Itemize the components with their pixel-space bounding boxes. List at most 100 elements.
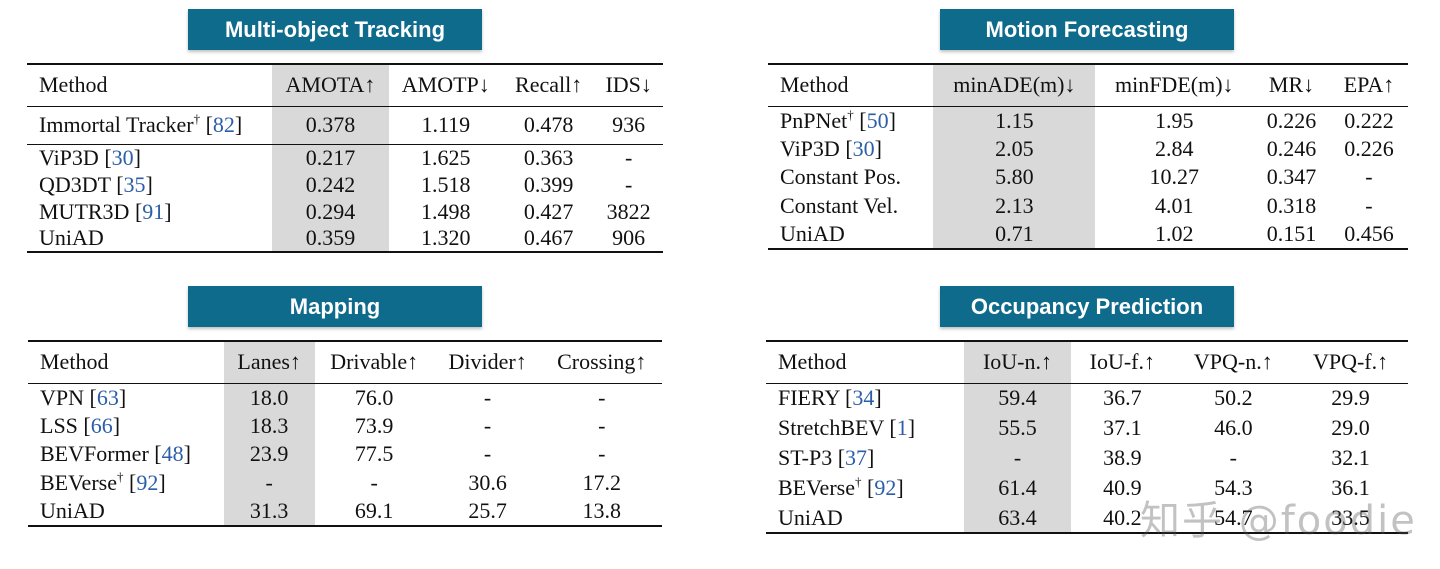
citation-link[interactable]: 37	[845, 445, 868, 470]
value-cell: -	[223, 468, 315, 497]
value-cell: -	[625, 171, 633, 197]
table-row: PnPNet† [50] 1.15 1.95 0.226 0.222	[768, 106, 1408, 135]
table-row: ViP3D [30] 0.217 1.625 0.363 -	[27, 144, 663, 171]
value-cell: 1.320	[421, 225, 471, 250]
mapping-table: Method Lanes↑ Drivable↑ Divider↑ Crossing↑ VP…	[28, 340, 662, 527]
method-cell: LSS [66]	[40, 412, 121, 438]
value-cell: 0.71	[933, 220, 1096, 249]
value-cell: 1.119	[421, 112, 471, 137]
value-cell: -	[625, 144, 633, 170]
citation-link[interactable]: 50	[866, 107, 889, 133]
method-name: ST-P3	[778, 445, 833, 470]
mapping-title: Mapping	[289, 293, 381, 319]
citation-link[interactable]: 66	[90, 412, 113, 438]
column-header: VPQ-n.↑	[1193, 349, 1273, 375]
method-cell: StretchBEV [1]	[778, 415, 916, 440]
citation-link[interactable]: 30	[852, 135, 875, 161]
value-cell: 36.1	[1331, 475, 1370, 500]
column-header: VPQ-f.↑	[1312, 349, 1389, 375]
method-name: StretchBEV	[778, 415, 884, 440]
value-cell: 0.246	[1266, 135, 1317, 161]
value-cell: 1.518	[421, 171, 471, 197]
citation-link[interactable]: 35	[123, 171, 146, 197]
value-cell: 36.7	[1103, 385, 1142, 411]
value-cell: 0.399	[523, 171, 574, 197]
method-cell: UniAD	[768, 220, 933, 249]
column-header: Recall↑	[515, 72, 583, 98]
method-cell: VPN [63]	[40, 384, 127, 410]
value-cell: -	[598, 384, 606, 410]
value-cell: 3822	[606, 198, 651, 224]
column-header: minFDE(m)↓	[1114, 72, 1234, 98]
value-cell: 0.226	[1266, 107, 1317, 133]
value-cell: 33.5	[1331, 504, 1370, 530]
forecasting-table: Method minADE(m)↓ minFDE(m)↓ MR↓ EPA↑ PnPNet†…	[768, 63, 1408, 250]
citation-link[interactable]: 92	[874, 475, 897, 500]
value-cell: 0.359	[272, 225, 389, 252]
column-header: MR↓	[1268, 72, 1315, 98]
method-cell: BEVerse† [92]	[40, 468, 166, 495]
value-cell: 1.498	[421, 198, 471, 224]
column-header: IoU-n.↑	[963, 341, 1072, 383]
value-cell: 37.1	[1103, 415, 1142, 440]
method-name: LSS	[40, 412, 78, 438]
value-cell: 0.347	[1266, 164, 1317, 190]
method-name: ViP3D	[39, 144, 99, 170]
table-row: StretchBEV [1] 55.5 37.1 46.0 29.0	[766, 413, 1408, 443]
table-row: Constant Vel. 2.13 4.01 0.318 -	[768, 191, 1408, 220]
value-cell: 61.4	[963, 473, 1072, 503]
value-cell: 54.3	[1214, 475, 1253, 500]
table-row: Immortal Tracker† [82] 0.378 1.119 0.478 936	[27, 106, 663, 144]
method-cell: BEVerse† [92]	[778, 474, 904, 500]
method-name: UniAD	[778, 504, 843, 530]
value-cell: 0.294	[272, 198, 389, 225]
column-header: Method	[778, 349, 847, 375]
value-cell: 55.5	[963, 413, 1072, 443]
value-cell: 0.427	[523, 198, 574, 224]
citation-link[interactable]: 34	[852, 385, 875, 411]
column-header: Method	[780, 72, 849, 98]
value-cell: 10.27	[1149, 164, 1200, 190]
method-name: BEVerse	[778, 475, 855, 500]
value-cell: 54.7	[1214, 504, 1253, 530]
method-name: VPN	[40, 384, 85, 410]
column-header: Divider↑	[448, 349, 527, 375]
value-cell: 40.2	[1103, 504, 1142, 530]
citation-link[interactable]: 63	[96, 384, 119, 410]
column-header: Lanes↑	[223, 341, 315, 383]
value-cell: 2.13	[933, 191, 1096, 220]
value-cell: 18.0	[223, 383, 315, 412]
value-cell: 0.151	[1266, 220, 1317, 246]
value-cell: 2.84	[1155, 135, 1194, 161]
citation-link[interactable]: 1	[896, 415, 908, 440]
value-cell: 13.8	[582, 497, 622, 523]
value-cell: 59.4	[963, 383, 1072, 413]
citation-link[interactable]: 92	[136, 469, 159, 495]
method-name: MUTR3D	[39, 198, 130, 224]
value-cell: 0.226	[1344, 135, 1394, 161]
citation-link[interactable]: 48	[161, 441, 184, 467]
header-row: Method minADE(m)↓ minFDE(m)↓ MR↓ EPA↑	[768, 64, 1408, 106]
method-name: UniAD	[780, 220, 845, 246]
value-cell: 30.6	[468, 469, 507, 495]
dagger-mark: †	[116, 468, 124, 484]
value-cell: 76.0	[354, 384, 394, 410]
tracking-title-banner: Multi-object Tracking	[188, 9, 482, 50]
occupancy-title: Occupancy Prediction	[970, 293, 1204, 319]
citation-link[interactable]: 30	[111, 144, 134, 170]
value-cell: 936	[612, 112, 646, 137]
value-cell: 0.318	[1266, 192, 1317, 218]
table-row: FIERY [34] 59.4 36.7 50.2 29.9	[766, 383, 1408, 413]
value-cell: 29.0	[1331, 415, 1370, 440]
value-cell: 73.9	[354, 412, 394, 438]
value-cell: -	[370, 469, 378, 495]
citation-link[interactable]: 91	[142, 198, 165, 224]
value-cell: 46.0	[1214, 415, 1253, 440]
value-cell: -	[963, 443, 1072, 473]
citation-link[interactable]: 82	[212, 112, 235, 137]
value-cell: 32.1	[1331, 445, 1370, 470]
table-row: BEVerse† [92] 61.4 40.9 54.3 36.1	[766, 473, 1408, 503]
table-row: UniAD 0.359 1.320 0.467 906	[27, 225, 663, 252]
column-header: Crossing↑	[557, 349, 647, 375]
value-cell: 5.80	[933, 163, 1096, 192]
